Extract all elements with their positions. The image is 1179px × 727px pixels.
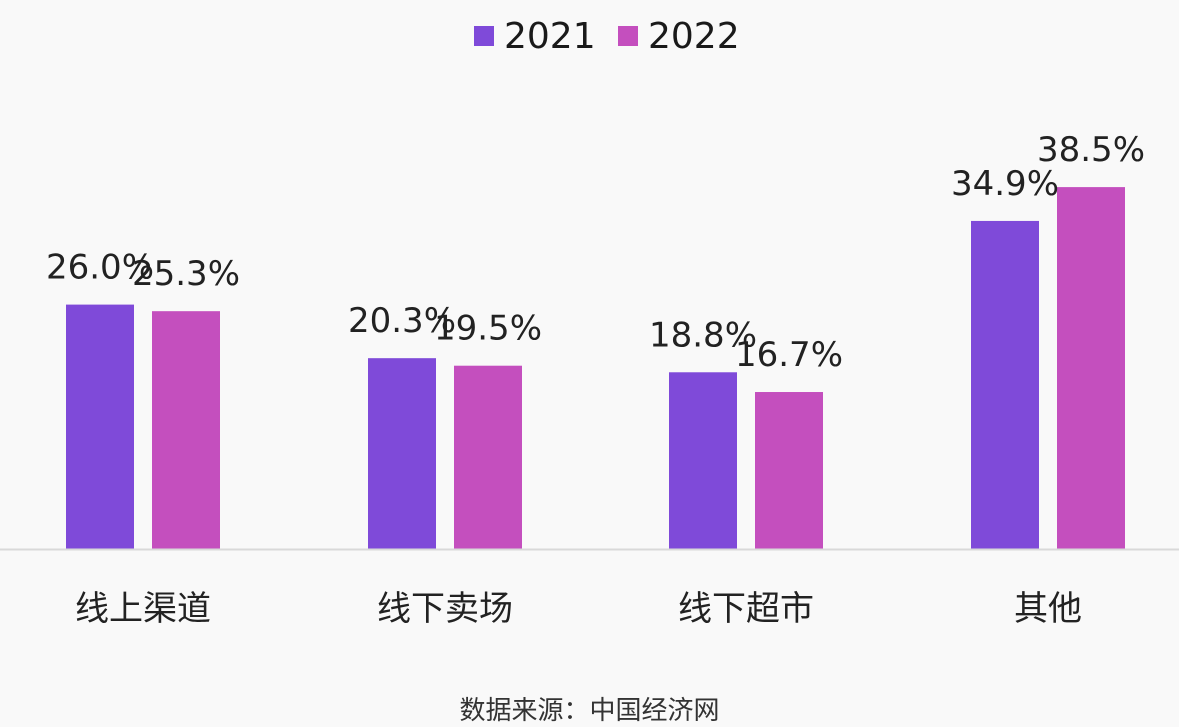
bar-2021-1 [66, 304, 134, 549]
value-labels: 26.0% 20.3% 18.8% 34.9% 25.3% 19.5% 16.7% 38.5% [46, 130, 1145, 375]
category-labels: 线上渠道 线下卖场 线下超市 其他 [75, 589, 1082, 629]
legend-label-2021: 2021 [504, 16, 596, 57]
bar-2022-1 [152, 311, 220, 549]
bar-2022-4 [1057, 187, 1125, 549]
category-label-4: 其他 [1014, 589, 1082, 629]
value-label-2022-1: 25.3% [132, 254, 240, 294]
bar-2022-2 [454, 365, 522, 549]
legend: 2021 2022 [474, 16, 740, 57]
legend-swatch-2021 [474, 26, 494, 46]
legend-swatch-2022 [618, 26, 638, 46]
value-label-2022-2: 19.5% [434, 309, 542, 349]
value-label-2021-4: 34.9% [951, 164, 1059, 204]
bar-2021-2 [368, 358, 436, 549]
value-label-2021-2: 20.3% [348, 301, 456, 341]
value-label-2022-3: 16.7% [735, 335, 843, 375]
category-label-2: 线下卖场 [377, 589, 513, 629]
bar-2022-3 [755, 392, 823, 549]
category-label-3: 线下超市 [678, 589, 814, 629]
value-label-2021-3: 18.8% [649, 315, 757, 355]
value-label-2021-1: 26.0% [46, 248, 154, 288]
source-note: 数据来源：中国经济网 [459, 696, 720, 726]
category-label-1: 线上渠道 [75, 589, 211, 629]
bar-2021-3 [669, 372, 737, 549]
bars [66, 187, 1125, 549]
legend-label-2022: 2022 [648, 16, 740, 57]
bar-2021-4 [971, 220, 1039, 549]
value-label-2022-4: 38.5% [1037, 130, 1145, 170]
